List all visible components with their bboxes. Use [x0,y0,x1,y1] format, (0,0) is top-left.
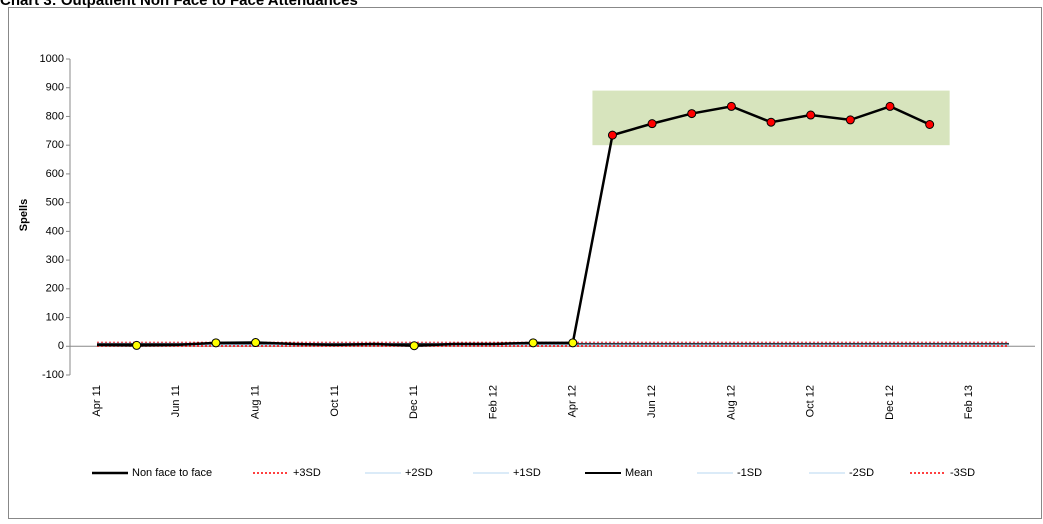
y-tick-label: 0 [58,340,64,352]
data-point [806,110,816,120]
legend-label: Non face to face [132,467,212,479]
data-point [607,130,617,140]
legend-label: -1SD [737,467,762,479]
y-tick-label: 900 [46,82,64,94]
x-tick-label: Feb 12 [487,385,499,419]
legend-label: +2SD [405,467,433,479]
y-tick-label: 600 [46,168,64,180]
chart-border [8,7,1042,519]
x-tick-label: Dec 12 [884,385,896,420]
data-point [211,338,221,348]
x-tick-label: Apr 12 [567,385,579,417]
x-tick-label: Feb 13 [963,385,975,419]
y-tick-label: 300 [46,254,64,266]
data-point [845,115,855,125]
x-tick-label: Jun 12 [646,385,658,418]
data-point [251,338,261,348]
y-tick-label: 400 [46,225,64,237]
y-tick-label: 200 [46,283,64,295]
x-tick-label: Oct 11 [329,385,341,417]
data-point [687,109,697,119]
data-point [726,101,736,111]
x-tick-label: Oct 12 [805,385,817,417]
legend-label: +1SD [513,467,541,479]
y-tick-label: 700 [46,139,64,151]
x-tick-label: Dec 11 [408,385,420,419]
data-point [647,119,657,129]
x-tick-label: Aug 12 [725,385,737,420]
data-point [568,338,578,348]
y-axis-label: Spells [18,199,30,231]
y-tick-label: 1000 [40,53,64,65]
data-point [409,341,419,351]
data-point [885,101,895,111]
legend-label: +3SD [293,467,321,479]
x-tick-label: Jun 11 [170,385,182,417]
data-point [132,340,142,350]
y-tick-label: 100 [46,311,64,323]
data-point [766,117,776,127]
legend-label: -2SD [849,467,874,479]
y-tick-label: -100 [42,369,64,381]
data-point [528,338,538,348]
legend-label: -3SD [950,467,975,479]
series-line [96,105,931,347]
x-tick-label: Aug 11 [250,385,262,419]
chart-title: Chart 3: Outpatient Non Face to Face Att… [0,0,358,9]
x-tick-label: Apr 11 [91,385,103,417]
legend-label: Mean [625,467,653,479]
data-point [925,119,935,129]
y-tick-label: 500 [46,197,64,209]
y-tick-label: 800 [46,110,64,122]
